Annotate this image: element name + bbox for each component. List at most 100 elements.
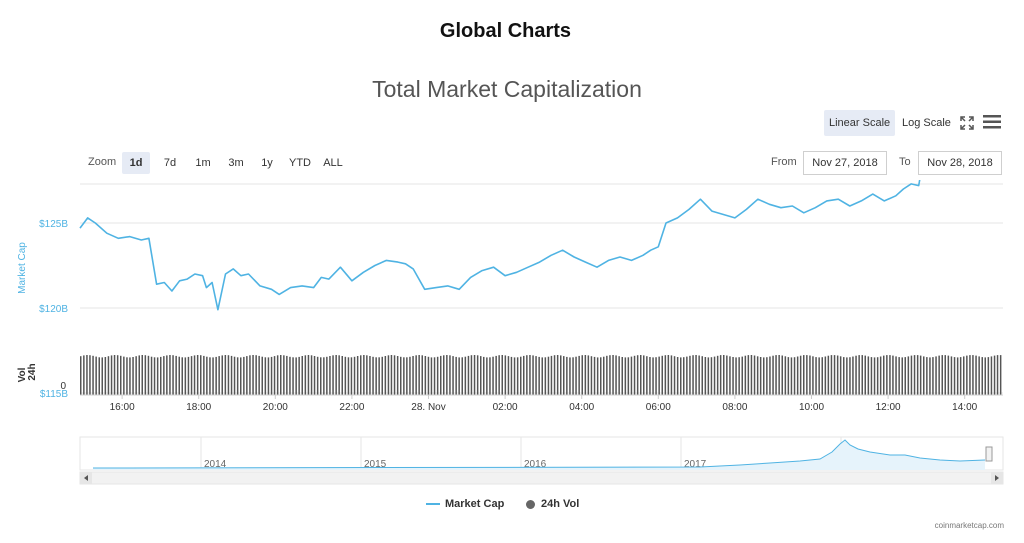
volume-bar [323,357,325,395]
legend-market-cap[interactable]: Market Cap [426,498,504,510]
volume-bar [418,355,420,395]
scroll-left-icon [84,475,88,481]
volume-bar [723,355,725,395]
volume-bar [233,356,236,395]
volume-bar [719,355,722,395]
volume-bar [415,355,417,395]
volume-bar [778,355,780,395]
volume-bar [726,355,728,395]
volume-bar [120,355,122,395]
scrollbar-track [79,471,1004,485]
volume-bar [919,355,922,395]
volume-bar [664,355,667,395]
zoom-button-all[interactable]: ALL [323,157,343,169]
x-tick-label: 14:00 [952,402,977,413]
volume-bar [652,357,654,395]
volume-bar [298,356,300,395]
legend-dot-icon [526,499,535,509]
volume-bar [452,356,454,395]
volume-bar [446,355,448,395]
volume-bar [584,355,587,395]
volume-bar [815,357,817,395]
volume-bar [926,357,928,395]
volume-bar [400,356,402,395]
volume-bar [215,356,217,395]
volume-bar [178,356,180,395]
volume-bar [655,357,657,395]
expand-icon[interactable] [959,115,975,131]
volume-bar [86,355,88,395]
zoom-button-1d[interactable]: 1d [122,152,150,174]
volume-bar [393,355,396,395]
volume-bar [264,357,267,395]
zoom-button-1m[interactable]: 1m [195,157,211,169]
volume-bar [892,355,894,395]
volume-bar [689,355,691,395]
volume-bar [621,357,623,395]
volume-bar [959,357,962,395]
y-tick-label: $125B [39,219,68,230]
volume-bar [172,355,174,395]
volume-bar [796,356,799,395]
volume-bar [701,356,703,395]
zoom-button-ytd[interactable]: YTD [289,157,311,169]
legend-vol-label: 24h Vol [541,498,580,510]
volume-bar [763,357,765,395]
volume-bar [156,357,159,395]
x-tick-label: 20:00 [263,402,288,413]
volume-bar [187,356,190,395]
volume-bar [473,355,476,395]
volume-bar [83,355,85,395]
volume-bar [569,357,571,395]
volume-bar [366,355,368,395]
volume-bar [483,356,485,395]
volume-bar [369,356,371,395]
volume-bar [618,356,620,395]
volume-bar [799,355,802,395]
x-tick-label: 06:00 [646,402,671,413]
volume-bar [381,356,383,395]
hamburger-menu-icon[interactable] [983,115,1001,129]
linear-scale-button[interactable]: Linear Scale [824,110,896,136]
volume-bar [999,355,1002,395]
volume-bar [461,357,463,395]
log-scale-button[interactable]: Log Scale [902,117,951,129]
volume-bar [993,355,996,395]
volume-bar [667,355,670,395]
volume-bar [498,355,500,395]
legend-24h-vol[interactable]: 24h Vol [526,498,579,510]
volume-bar [747,355,750,395]
volume-bar [532,355,534,395]
from-date-input[interactable]: Nov 27, 2018 [803,151,887,175]
zoom-button-3m[interactable]: 3m [228,157,244,169]
volume-bar [123,356,125,395]
volume-bar [612,355,614,395]
volume-bar [886,355,888,395]
volume-bar [243,356,245,395]
volume-bar [421,355,423,395]
volume-bar [135,356,137,395]
navigator-area [93,440,985,470]
volume-bar [347,357,350,395]
volume-bar [218,356,220,395]
x-tick-label: 18:00 [186,402,211,413]
volume-bar [360,355,362,395]
volume-bar [627,357,630,395]
x-tick-label: 22:00 [339,402,364,413]
volume-bar [110,355,113,395]
volume-bar [147,355,150,395]
to-date-input[interactable]: Nov 28, 2018 [918,151,1002,175]
credit-link[interactable]: coinmarketcap.com [934,521,1004,530]
volume-bar [846,357,848,395]
volume-bar [716,355,719,395]
volume-bar [907,356,910,395]
volume-bar [787,357,790,395]
zoom-button-1y[interactable]: 1y [261,157,273,169]
zoom-button-7d[interactable]: 7d [163,157,177,169]
volume-bar [289,356,291,395]
volume-bar [649,357,651,395]
volume-bar [387,355,390,395]
volume-bar [332,355,334,395]
volume-bar [129,357,131,395]
